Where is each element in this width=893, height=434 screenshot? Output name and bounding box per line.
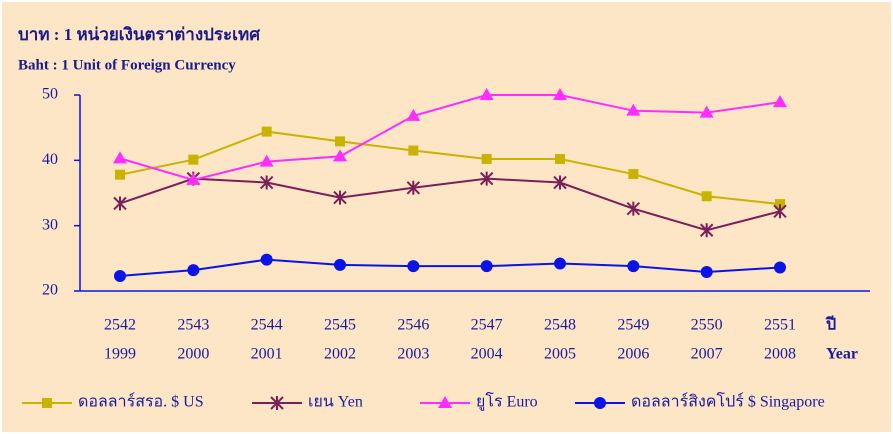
marker [260, 253, 273, 266]
marker [334, 258, 346, 271]
marker [259, 175, 274, 190]
marker [553, 175, 567, 190]
marker [115, 169, 125, 180]
marker [773, 204, 787, 219]
x-tick-label: 2004 [471, 346, 503, 363]
x-tick-label: 2542 [104, 317, 136, 334]
series-line [119, 130, 781, 206]
marker [335, 136, 345, 147]
marker [699, 105, 714, 118]
marker [406, 180, 421, 195]
chart-title: บาท : 1 หน่วยเงินตราต่างประเทศ [18, 25, 261, 44]
x-tick-label: 2545 [324, 317, 356, 334]
legend-label: ยูโร Euro [476, 392, 538, 412]
x-tick-label: 2546 [397, 317, 429, 334]
legend-label: ดอลลาร์สิงคโปร์ $ Singapore [631, 392, 825, 411]
marker [481, 154, 492, 165]
marker [188, 154, 199, 165]
marker [186, 172, 201, 185]
marker [333, 149, 347, 162]
marker [774, 261, 786, 274]
marker [259, 154, 274, 167]
x-tick-label: 2003 [397, 346, 429, 363]
x-tick-label: 2543 [177, 317, 209, 334]
marker [555, 154, 565, 165]
legend-label: เยน Yen [308, 394, 363, 411]
x-tick-label: 1999 [104, 346, 136, 363]
legend-marker [594, 397, 606, 409]
x-tick-label: 2008 [764, 346, 796, 363]
x-tick-label: 2005 [544, 346, 576, 363]
marker [407, 260, 420, 273]
x-axis-label: Year [826, 346, 858, 363]
series-line [119, 94, 781, 181]
y-tick-label: 40 [42, 151, 58, 168]
marker [773, 95, 787, 108]
marker [480, 260, 493, 273]
legend-marker [438, 396, 452, 408]
x-tick-label: 2551 [764, 317, 796, 334]
y-tick-label: 30 [42, 216, 58, 233]
x-tick-label: 2549 [617, 317, 649, 334]
marker [626, 201, 641, 216]
marker [699, 223, 714, 238]
marker [408, 145, 419, 156]
marker [627, 260, 640, 273]
marker [626, 103, 641, 116]
marker [553, 88, 567, 100]
x-tick-label: 2001 [251, 346, 283, 363]
marker [775, 199, 785, 210]
marker [628, 169, 639, 180]
marker [554, 257, 566, 270]
marker [114, 269, 126, 282]
chart-subtitle: Baht : 1 Unit of Foreign Currency [18, 57, 236, 73]
x-tick-label: 2550 [691, 317, 723, 334]
marker [701, 191, 712, 202]
x-tick-label: 2007 [691, 346, 723, 363]
marker [333, 190, 347, 205]
legend-label: ดอลลาร์สรอ. $ US [78, 392, 204, 411]
marker [406, 108, 421, 121]
y-tick-label: 50 [42, 86, 58, 103]
series-line [119, 177, 781, 232]
x-tick-label: 2547 [471, 317, 503, 334]
marker [479, 88, 494, 100]
marker [113, 151, 127, 164]
legend-marker [42, 398, 52, 408]
marker [113, 196, 127, 211]
marker [479, 171, 494, 186]
marker [700, 266, 713, 279]
x-tick-label: 2006 [617, 346, 649, 363]
marker [187, 264, 200, 277]
series-line [119, 258, 781, 277]
x-tick-label: 2000 [177, 346, 209, 363]
x-tick-label: 2544 [251, 317, 283, 334]
marker [261, 126, 272, 137]
x-tick-label: 2002 [324, 346, 356, 363]
y-tick-label: 20 [42, 282, 58, 299]
x-axis-label: ปี [825, 315, 837, 334]
legend-marker [270, 396, 284, 410]
x-tick-label: 2548 [544, 317, 576, 334]
